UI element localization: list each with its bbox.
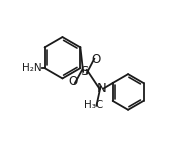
Text: O: O [69,75,78,88]
Text: H₃C: H₃C [84,100,104,110]
Text: N: N [97,82,107,95]
Text: S: S [80,65,89,78]
Text: H₂N: H₂N [22,63,41,73]
Text: O: O [91,53,101,66]
